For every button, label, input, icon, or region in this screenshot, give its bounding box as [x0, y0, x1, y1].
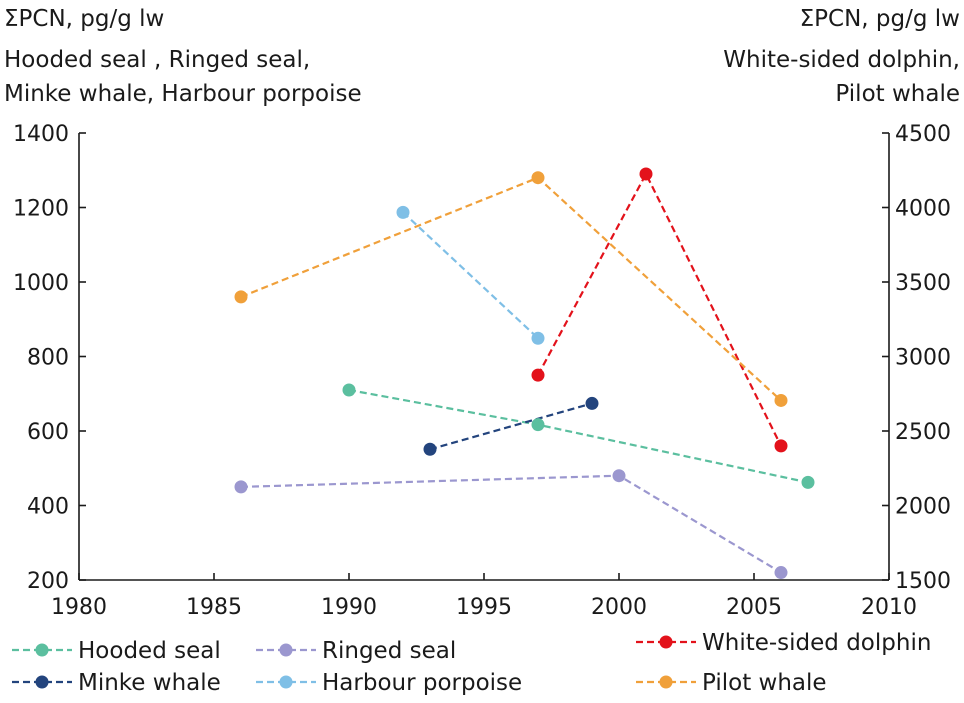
- hooded-seal-data-point: [342, 383, 356, 397]
- legend-swatch-marker: [659, 635, 673, 649]
- legend-label: Hooded seal: [78, 638, 221, 664]
- legend: Hooded seal Ringed seal Minke whale Harbour…: [12, 630, 931, 696]
- left-y-tick-label: 800: [27, 346, 69, 371]
- hooded-seal-series-line: [348, 388, 809, 484]
- legend-item-white-sided-dolphin: White-sided dolphin: [636, 630, 931, 656]
- legend-item-harbour-porpoise: Harbour porpoise: [256, 670, 522, 696]
- left-y-tick-label: 600: [27, 420, 69, 445]
- ringed-seal-data-point: [774, 566, 788, 580]
- left-axis-title-line: ΣPCN, pg/g lw: [4, 6, 164, 32]
- series-points: [234, 167, 815, 580]
- legend-item-pilot-whale: Pilot whale: [636, 670, 827, 696]
- harbour-porpoise-data-point: [531, 331, 545, 345]
- legend-swatch-marker: [659, 675, 673, 689]
- left-y-tick-label: 200: [27, 569, 69, 594]
- x-tick-label: 2005: [726, 595, 782, 620]
- ringed-seal-data-point: [612, 469, 626, 483]
- harbour-porpoise-data-point: [396, 205, 410, 219]
- left-axis-title-line: Hooded seal , Ringed seal,: [4, 47, 310, 73]
- right-y-tick-label: 2500: [895, 420, 951, 445]
- legend-item-minke-whale: Minke whale: [12, 670, 221, 696]
- legend-label: Minke whale: [78, 670, 221, 696]
- ringed-seal-data-point: [234, 480, 248, 494]
- series-lines: [240, 171, 809, 574]
- white-sided-dolphin-data-point: [531, 368, 545, 382]
- minke-whale-series-line: [429, 402, 593, 451]
- right-axis-title-line: Pilot whale: [835, 81, 960, 107]
- white-sided-dolphin-series-line: [537, 171, 782, 447]
- pilot-whale-data-point: [531, 171, 545, 185]
- legend-label: White-sided dolphin: [702, 630, 931, 656]
- left-y-tick-label: 1000: [13, 271, 69, 296]
- right-y-tick-label: 4000: [895, 197, 951, 222]
- legend-item-hooded-seal: Hooded seal: [12, 638, 221, 664]
- hooded-seal-data-point: [801, 475, 815, 489]
- harbour-porpoise-series-line: [402, 211, 539, 340]
- left-y-tick-label: 400: [27, 495, 69, 520]
- legend-label: Ringed seal: [322, 638, 456, 664]
- left-axis-title: ΣPCN, pg/g lw Hooded seal , Ringed seal,…: [4, 6, 362, 107]
- minke-whale-data-point: [585, 396, 599, 410]
- x-tick-label: 2010: [861, 595, 917, 620]
- pilot-whale-data-point: [234, 290, 248, 304]
- x-tick-label: 1995: [456, 595, 512, 620]
- pilot-whale-data-point: [774, 393, 788, 407]
- x-tick-label: 1990: [321, 595, 377, 620]
- white-sided-dolphin-data-point: [639, 167, 653, 181]
- right-axis-title: ΣPCN, pg/g lw White-sided dolphin, Pilot…: [723, 6, 960, 107]
- right-y-tick-label: 3000: [895, 346, 951, 371]
- legend-swatch-marker: [279, 643, 293, 657]
- right-y-tick-label: 4500: [895, 122, 951, 147]
- left-y-tick-label: 1400: [13, 122, 69, 147]
- minke-whale-data-point: [423, 442, 437, 456]
- right-y-tick-label: 2000: [895, 495, 951, 520]
- left-y-tick-label: 1200: [13, 197, 69, 222]
- legend-label: Harbour porpoise: [322, 670, 522, 696]
- x-tick-label: 1985: [186, 595, 242, 620]
- x-tick-label: 1980: [51, 595, 107, 620]
- right-axis-title-line: White-sided dolphin,: [723, 47, 960, 73]
- x-tick-label: 2000: [591, 595, 647, 620]
- axis-ticks: 200 400 600 800 1000 1200 1400 1500 2000 2500 3000…: [13, 122, 951, 620]
- pilot-whale-series-line: [240, 176, 782, 402]
- right-axis-title-line: ΣPCN, pg/g lw: [800, 6, 960, 32]
- white-sided-dolphin-data-point: [774, 439, 788, 453]
- left-axis-title-line: Minke whale, Harbour porpoise: [4, 81, 362, 107]
- legend-swatch-marker: [35, 675, 49, 689]
- ringed-seal-series-line: [240, 474, 782, 574]
- legend-label: Pilot whale: [702, 670, 827, 696]
- right-y-tick-label: 3500: [895, 271, 951, 296]
- right-y-tick-label: 1500: [895, 569, 951, 594]
- hooded-seal-data-point: [531, 418, 545, 432]
- legend-item-ringed-seal: Ringed seal: [256, 638, 456, 664]
- legend-swatch-marker: [279, 675, 293, 689]
- legend-swatch-marker: [35, 643, 49, 657]
